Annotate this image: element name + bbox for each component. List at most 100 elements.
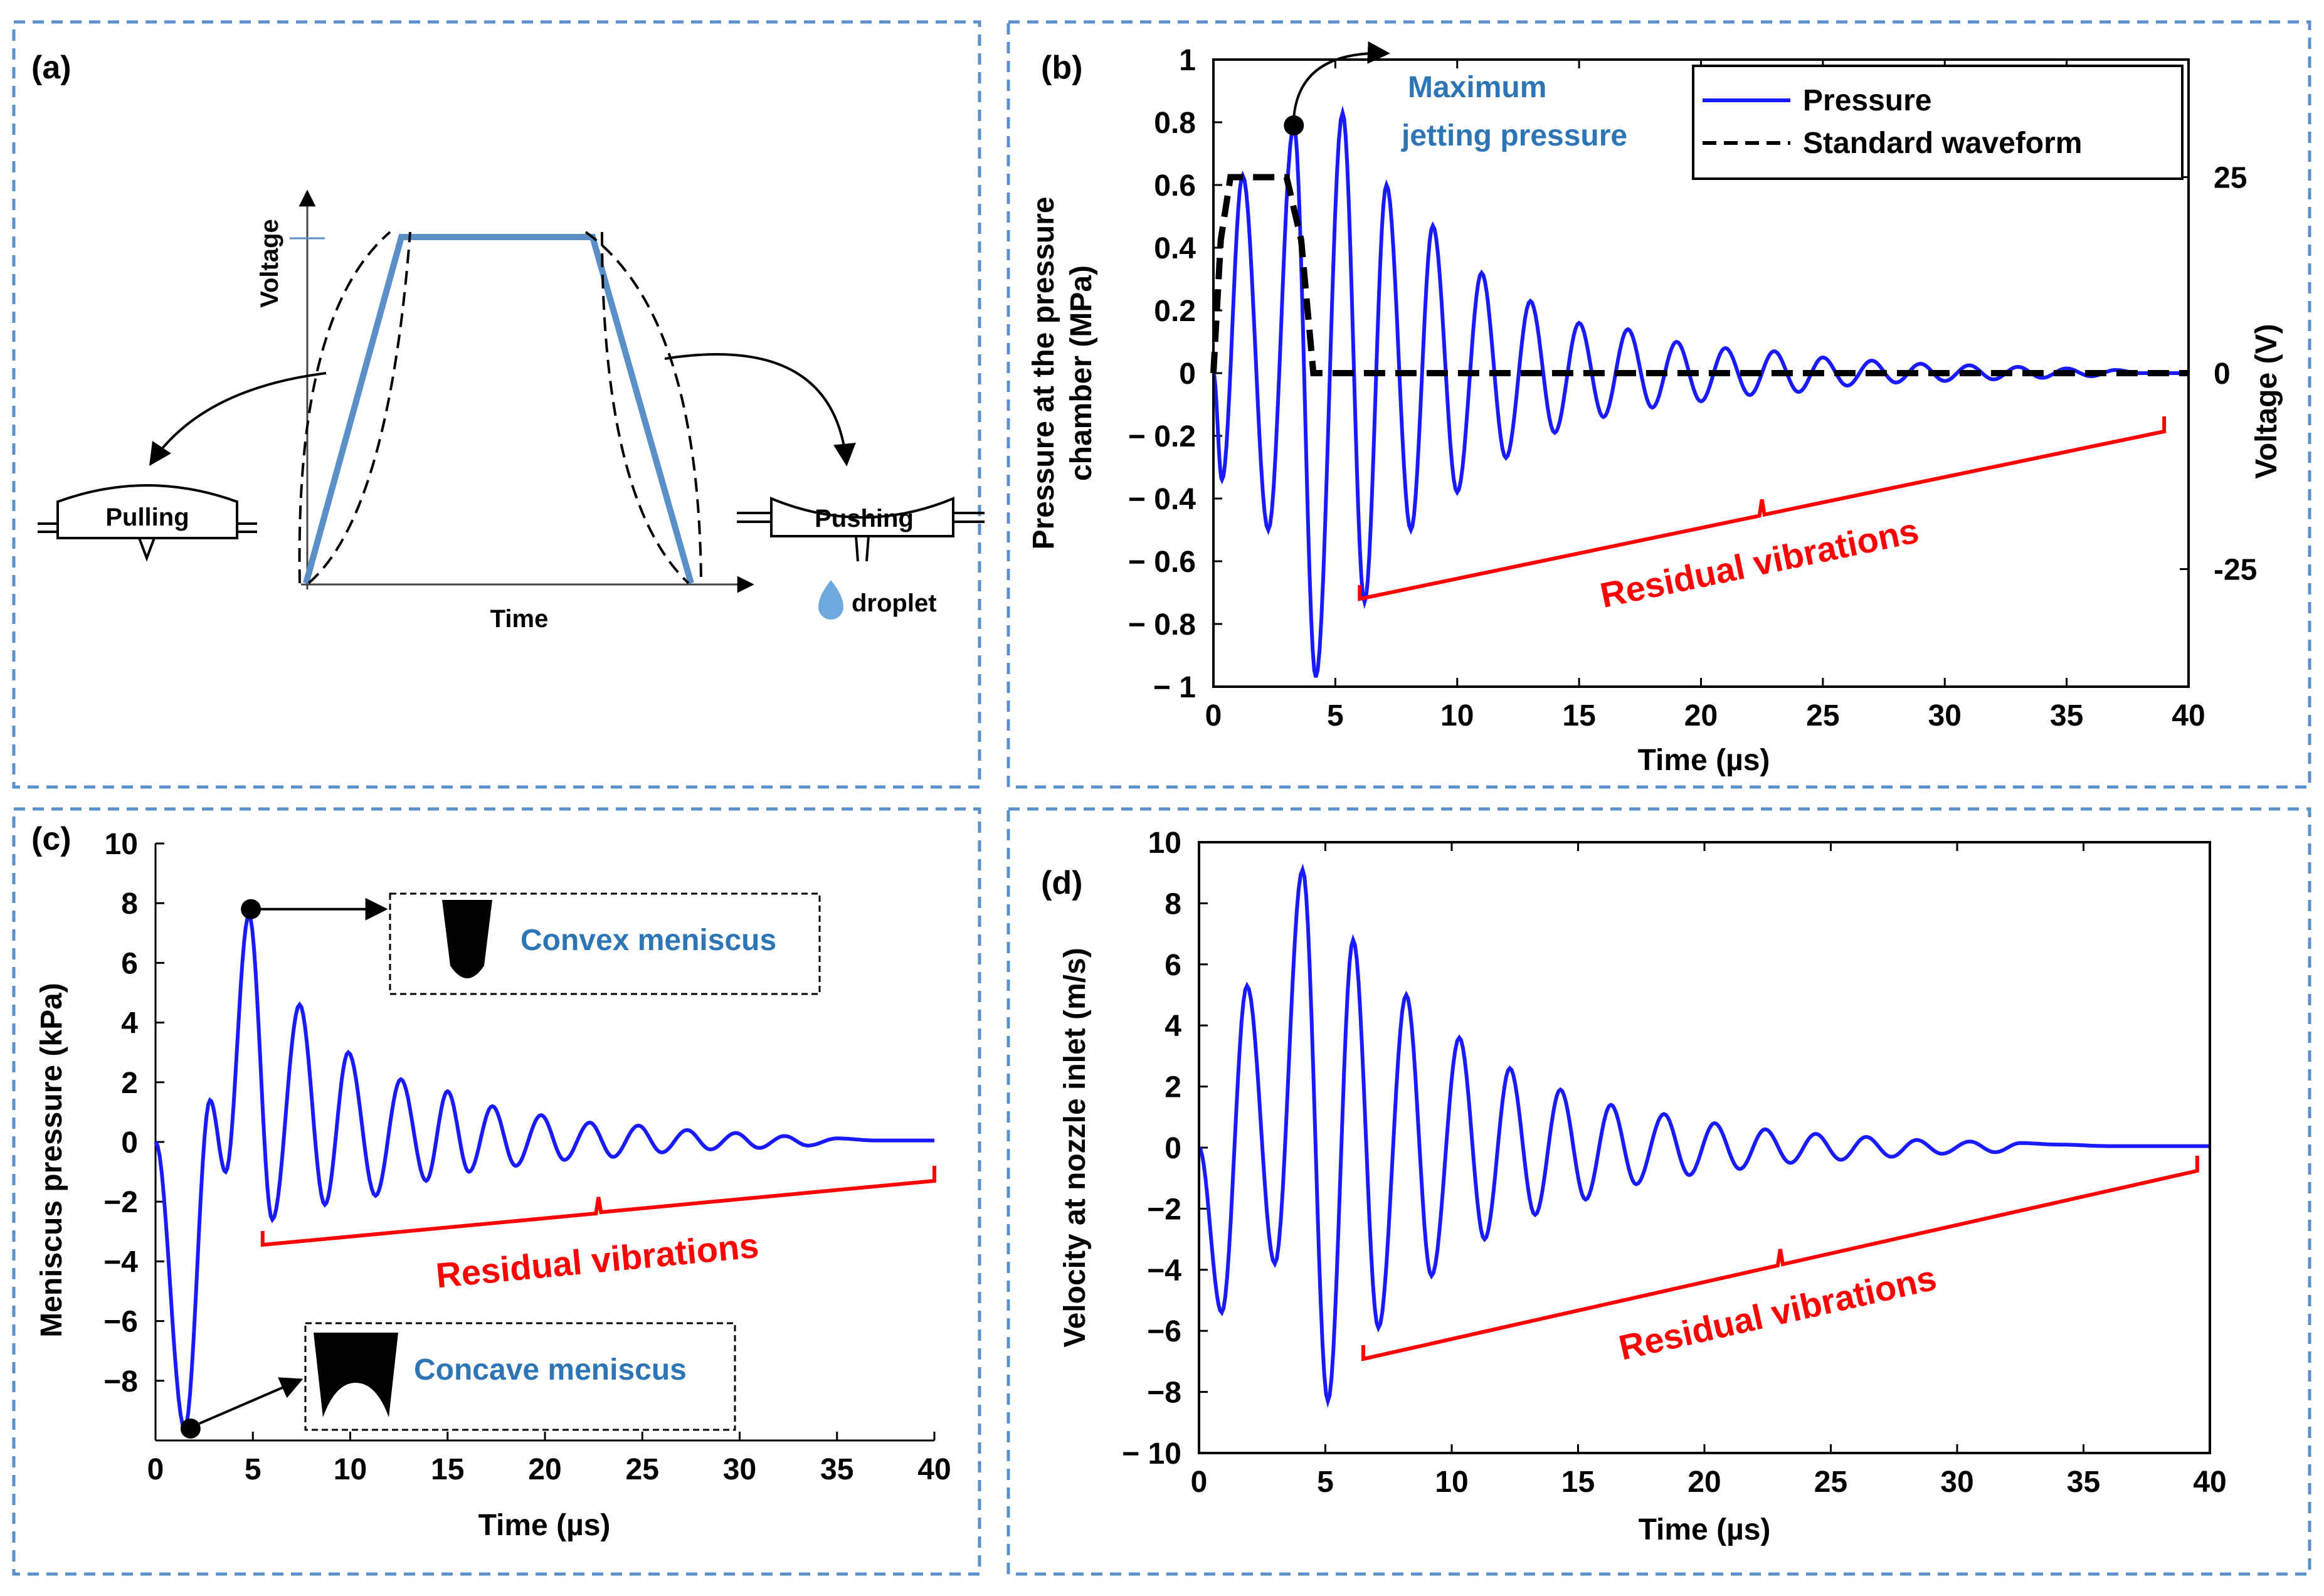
standard-waveform-trapezoid xyxy=(303,234,694,584)
panel-a-ylabel: Voltage xyxy=(256,219,283,308)
y-right-tick-label: 0 xyxy=(2214,357,2231,391)
x-tick-label: 20 xyxy=(528,1453,561,1486)
y-tick-label: 1 xyxy=(1179,44,1196,77)
y-tick-label: 10 xyxy=(105,828,138,861)
y-tick-label: −8 xyxy=(103,1365,138,1398)
panel-c-label: (c) xyxy=(31,821,71,857)
y-tick-label: − 0.8 xyxy=(1128,608,1196,642)
panel-d-label: (d) xyxy=(1041,865,1082,901)
x-tick-label: 25 xyxy=(1806,699,1839,732)
x-tick-label: 10 xyxy=(1435,1466,1468,1499)
x-tick-label: 30 xyxy=(723,1453,756,1486)
concave-marker xyxy=(180,1418,201,1439)
x-tick-label: 0 xyxy=(147,1453,164,1486)
y-tick-label: 4 xyxy=(121,1007,138,1040)
y-tick-label: − 0.4 xyxy=(1128,483,1196,516)
x-tick-label: 35 xyxy=(820,1453,853,1486)
max-pressure-annotation-line-1: Maximum xyxy=(1408,71,1546,104)
y-tick-label: −6 xyxy=(103,1306,138,1339)
x-tick-label: 35 xyxy=(2050,699,2083,732)
convex-meniscus-icon xyxy=(442,900,492,978)
y-tick-label: − 0.6 xyxy=(1128,546,1196,579)
pushing-label: Pushing xyxy=(815,505,914,532)
chart-b-ylabel-line-1: Pressure at the pressure xyxy=(1027,197,1060,550)
y-tick-label: 0.4 xyxy=(1154,232,1196,265)
y-tick-label: −2 xyxy=(103,1186,138,1219)
x-tick-label: 25 xyxy=(626,1453,659,1486)
y-tick-label: 6 xyxy=(1165,949,1181,982)
chart-b-legend xyxy=(1692,65,2184,180)
y-tick-label: −2 xyxy=(1147,1193,1181,1226)
y-tick-label: 0 xyxy=(1179,357,1196,391)
x-tick-label: 15 xyxy=(431,1453,464,1486)
chart-b-ticks: 0 5 10 15 20 25 30 35 40 1 0.8 0.6 0.4 0.2 0 − 0.2 − 0.4… xyxy=(1128,44,2257,732)
max-pressure-annotation-line-2: jetting pressure xyxy=(1401,119,1627,152)
x-tick-label: 35 xyxy=(2067,1466,2100,1499)
y-tick-label: 2 xyxy=(1165,1071,1181,1104)
chart-b-xlabel: Time (µs) xyxy=(1638,744,1770,777)
convex-marker xyxy=(241,899,261,919)
y-tick-label: −4 xyxy=(103,1245,138,1279)
y-tick-label: −6 xyxy=(1147,1315,1181,1348)
y-tick-label: 6 xyxy=(121,947,138,980)
y-tick-label: 0 xyxy=(1165,1132,1181,1165)
pulling-chamber-icon xyxy=(56,484,238,539)
chart-d-plot-frame xyxy=(1198,841,2211,1454)
concave-arrow xyxy=(199,1377,304,1425)
y-tick-label: 0.2 xyxy=(1154,295,1196,328)
y-tick-label: −4 xyxy=(1147,1254,1181,1287)
y-tick-label: 8 xyxy=(121,887,138,921)
dashed-fall-upper xyxy=(584,231,702,584)
chart-c-xlabel: Time (µs) xyxy=(478,1509,611,1542)
residual-bracket-c xyxy=(260,1166,936,1247)
panel-a-label: (a) xyxy=(31,50,71,86)
residual-bracket-d xyxy=(1361,1156,2199,1361)
x-tick-label: 40 xyxy=(2172,699,2205,732)
x-tick-label: 5 xyxy=(1327,699,1344,732)
panel-a-xlabel: Time xyxy=(490,605,549,633)
y-tick-label: − 1 xyxy=(1153,671,1196,704)
residual-bracket-b xyxy=(1358,416,2167,601)
chart-c-meniscus-line xyxy=(154,911,934,1433)
legend-pressure-label: Pressure xyxy=(1803,84,1931,117)
x-tick-label: 5 xyxy=(245,1453,261,1486)
chart-b-plot-frame xyxy=(1212,58,2190,688)
max-pressure-arrow xyxy=(1292,41,1390,117)
arrow-to-pushing xyxy=(664,353,856,467)
dashed-fall-lower xyxy=(601,231,690,584)
y-right-tick-label: 25 xyxy=(2214,162,2247,195)
panel-b-frame xyxy=(1006,20,2311,789)
chart-d-ylabel: Velocity at nozzle inlet (m/s) xyxy=(1059,948,1092,1347)
chart-b-ylabel-line-2: chamber (MPa) xyxy=(1065,265,1098,481)
pushing-chamber-icon xyxy=(770,497,954,537)
y-tick-label: 0.8 xyxy=(1154,107,1196,140)
panel-b-label: (b) xyxy=(1041,50,1082,86)
y-tick-label: 4 xyxy=(1165,1010,1181,1043)
y-tick-label: 0 xyxy=(121,1126,138,1160)
x-tick-label: 40 xyxy=(917,1453,951,1486)
panel-a: (a) Voltage Time Pulling Pushing droplet xyxy=(31,50,985,633)
y-tick-label: −8 xyxy=(1147,1377,1181,1410)
y-tick-label: 0.6 xyxy=(1154,169,1196,203)
chart-c-ylabel: Meniscus pressure (kPa) xyxy=(35,983,68,1338)
chart-d-velocity-line xyxy=(1197,864,2210,1408)
x-tick-label: 15 xyxy=(1561,1466,1595,1499)
arrow-to-pulling xyxy=(149,372,327,466)
residual-label-b: Residual vibrations xyxy=(1597,510,1922,615)
chart-b-waveform-line xyxy=(1210,174,2189,376)
dashed-rise-upper xyxy=(298,231,391,584)
concave-annotation: Concave meniscus xyxy=(414,1353,687,1387)
chart-b-ylabel-right: Voltage (V) xyxy=(2250,324,2283,478)
y-tick-label: − 0.2 xyxy=(1128,420,1196,453)
x-tick-label: 30 xyxy=(1940,1466,1973,1499)
y-tick-label: 2 xyxy=(121,1067,138,1100)
y-tick-label: 8 xyxy=(1165,887,1181,921)
x-tick-label: 25 xyxy=(1814,1466,1847,1499)
droplet-label: droplet xyxy=(852,589,937,617)
x-tick-label: 0 xyxy=(1191,1466,1208,1499)
panel-d-frame xyxy=(1006,807,2311,1576)
panel-a-frame xyxy=(12,20,981,789)
